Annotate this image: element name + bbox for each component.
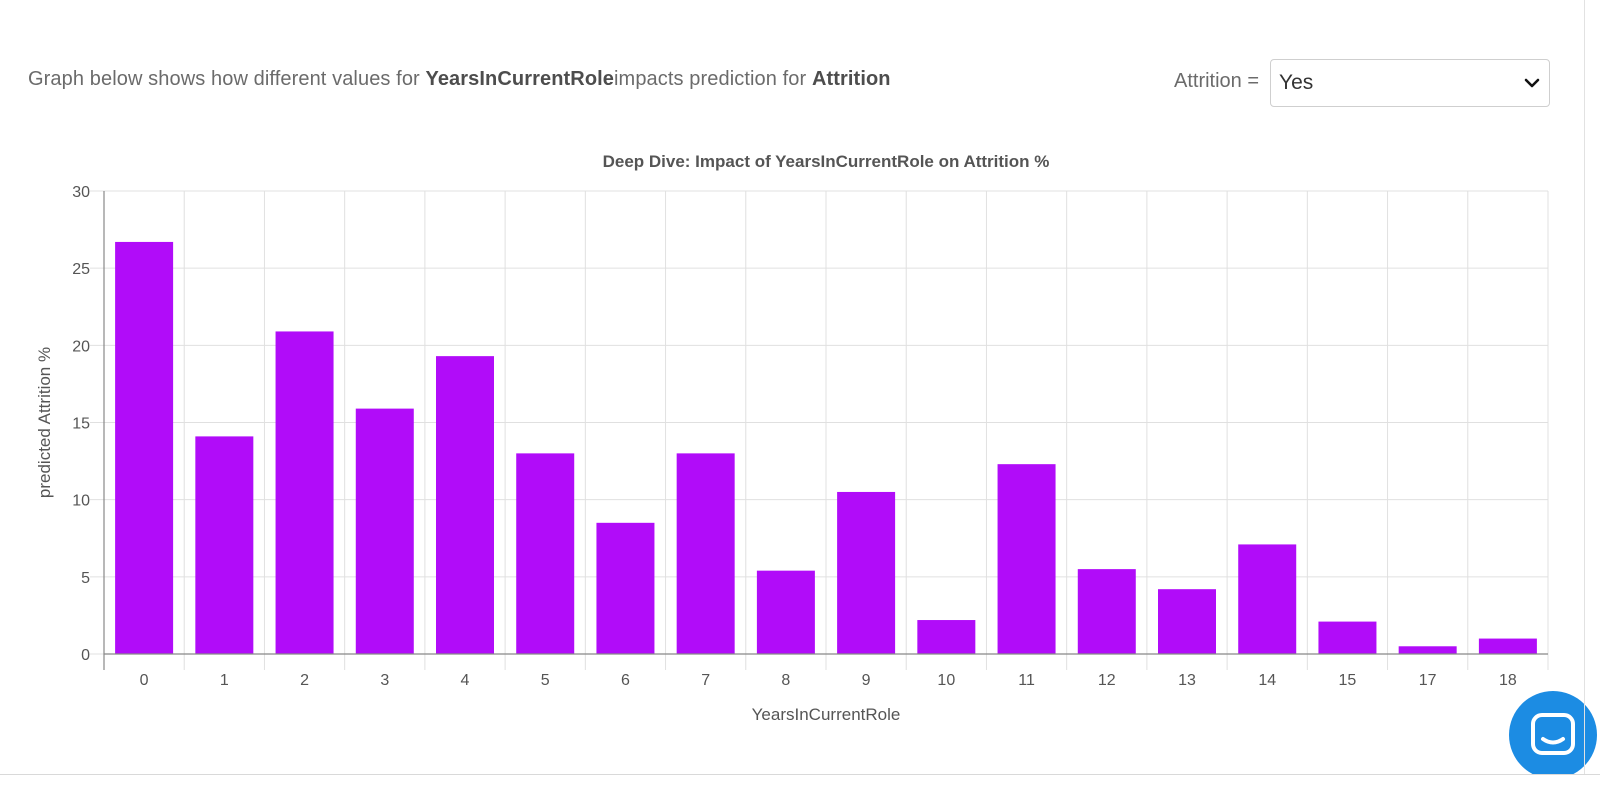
intro-feature: YearsInCurrentRole bbox=[425, 68, 615, 90]
intro-text: Graph below shows how different values f… bbox=[28, 68, 891, 91]
panel-right-border bbox=[1584, 0, 1585, 775]
bar bbox=[1398, 646, 1457, 654]
x-tick-label: 12 bbox=[1098, 672, 1116, 689]
bar bbox=[115, 241, 174, 654]
x-tick-label: 18 bbox=[1499, 672, 1517, 689]
x-tick-label: 7 bbox=[701, 672, 710, 689]
x-tick-label: 9 bbox=[862, 672, 871, 689]
attrition-select[interactable]: Yes bbox=[1270, 59, 1550, 107]
bar bbox=[676, 453, 735, 654]
x-tick-label: 4 bbox=[461, 672, 470, 689]
y-tick-label: 5 bbox=[81, 570, 90, 587]
x-tick-label: 14 bbox=[1258, 672, 1276, 689]
x-tick-label: 6 bbox=[621, 672, 630, 689]
intro-middle: impacts prediction for bbox=[614, 68, 812, 90]
x-tick-label: 2 bbox=[300, 672, 309, 689]
chart-title: Deep Dive: Impact of YearsInCurrentRole … bbox=[603, 152, 1050, 171]
bar bbox=[436, 356, 494, 654]
y-axis-label: predicted Attrition % bbox=[35, 347, 54, 498]
panel-bottom-border bbox=[0, 774, 1600, 785]
chat-bubble-icon bbox=[1531, 713, 1575, 755]
chat-launcher-button[interactable] bbox=[1509, 691, 1597, 779]
x-tick-label: 1 bbox=[220, 672, 229, 689]
attrition-filter-label: Attrition = bbox=[1174, 70, 1260, 92]
bar bbox=[1318, 621, 1377, 654]
bar bbox=[355, 408, 414, 654]
bar bbox=[1478, 638, 1537, 654]
attrition-select-value: Yes bbox=[1279, 71, 1314, 94]
y-tick-label: 15 bbox=[72, 416, 90, 433]
x-axis-label: YearsInCurrentRole bbox=[752, 705, 901, 724]
bar bbox=[275, 331, 334, 654]
bar bbox=[1077, 569, 1136, 654]
attrition-bar-chart: Deep Dive: Impact of YearsInCurrentRole … bbox=[35, 152, 1549, 724]
y-tick-label: 30 bbox=[72, 184, 90, 201]
bar bbox=[756, 570, 815, 654]
y-tick-label: 25 bbox=[72, 261, 90, 278]
intro-prefix: Graph below shows how different values f… bbox=[28, 68, 426, 90]
x-tick-label: 13 bbox=[1178, 672, 1196, 689]
x-tick-label: 15 bbox=[1339, 672, 1357, 689]
intro-target: Attrition bbox=[811, 68, 891, 90]
x-tick-label: 5 bbox=[541, 672, 550, 689]
bar bbox=[1158, 589, 1216, 654]
bar bbox=[596, 522, 655, 654]
y-tick-label: 10 bbox=[72, 493, 90, 510]
bar bbox=[516, 453, 575, 654]
y-tick-label: 20 bbox=[72, 338, 90, 355]
x-tick-label: 11 bbox=[1018, 672, 1035, 689]
x-tick-label: 17 bbox=[1419, 672, 1437, 689]
bar bbox=[997, 464, 1056, 654]
x-tick-label: 3 bbox=[380, 672, 389, 689]
x-tick-label: 10 bbox=[937, 672, 955, 689]
bar bbox=[195, 436, 254, 654]
y-tick-label: 0 bbox=[81, 647, 90, 664]
x-tick-label: 0 bbox=[140, 672, 149, 689]
bar bbox=[837, 491, 896, 654]
x-tick-label: 8 bbox=[781, 672, 790, 689]
bar bbox=[917, 620, 976, 654]
chevron-down-icon bbox=[1524, 78, 1540, 88]
bar bbox=[1238, 544, 1297, 654]
